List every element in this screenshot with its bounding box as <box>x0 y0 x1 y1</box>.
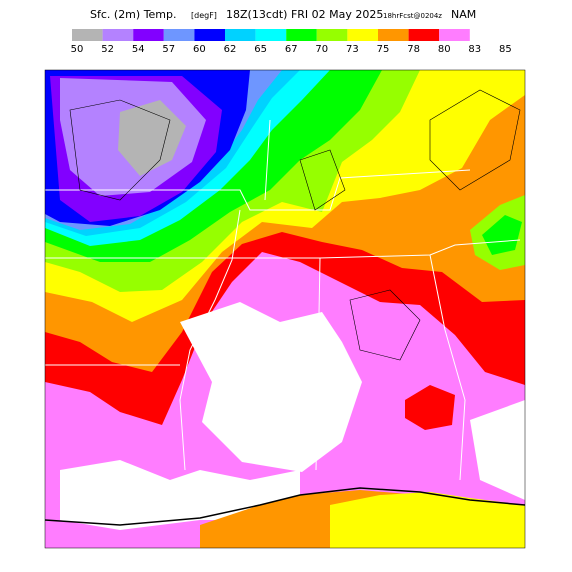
temperature-map <box>45 70 525 548</box>
colorbar-label: 83 <box>468 44 481 55</box>
title: Sfc. (2m) Temp. [degF] 18Z(13cdt) FRI 02… <box>90 8 476 21</box>
temp-region <box>405 385 455 430</box>
colorbar-swatch <box>316 29 348 41</box>
colorbar-swatch <box>225 29 256 41</box>
colorbar-label: 85 <box>499 44 512 55</box>
title-units: [degF] <box>191 11 217 20</box>
contours <box>69 89 521 361</box>
colorbar-label: 78 <box>407 44 420 55</box>
temp-region <box>330 492 525 548</box>
warm-region <box>470 400 525 500</box>
state-borders <box>45 119 521 481</box>
map-frame <box>44 69 526 549</box>
colorbar-swatch <box>163 29 195 41</box>
title-main: Sfc. (2m) Temp. <box>90 8 177 21</box>
title-time: 18Z(13cdt) FRI 02 May 2025 <box>226 8 383 21</box>
colorbar-swatch <box>378 29 409 41</box>
colorbar-label: 62 <box>224 44 237 55</box>
colorbar-swatch <box>439 29 470 41</box>
colorbar-swatch <box>72 29 103 41</box>
colorbar-swatch <box>347 29 378 41</box>
title-model: NAM <box>451 8 476 21</box>
colorbar-label: 75 <box>377 44 390 55</box>
colorbar-label: 70 <box>315 44 328 55</box>
colorbar-label: 57 <box>162 44 175 55</box>
colorbar-label: 73 <box>346 44 359 55</box>
colorbar-swatch <box>286 29 317 41</box>
colorbar-label: 80 <box>438 44 451 55</box>
title-forecast: 18hrFcst@0204z <box>383 12 442 20</box>
colorbar-label: 54 <box>132 44 145 55</box>
colorbar-label: 52 <box>101 44 114 55</box>
colorbar-swatch <box>408 29 440 41</box>
colorbar: 50 52 54 57 60 62 65 67 70 73 75 78 80 83 85 <box>71 29 512 55</box>
temp-region <box>482 215 522 255</box>
coastline <box>45 487 525 526</box>
colorbar-swatch <box>102 29 134 41</box>
colorbar-label: 50 <box>71 44 84 55</box>
colorbar-swatch <box>133 29 164 41</box>
temp-region <box>118 100 186 176</box>
colorbar-label: 67 <box>285 44 298 55</box>
colorbar-label: 60 <box>193 44 206 55</box>
colorbar-label: 65 <box>254 44 267 55</box>
colorbar-swatch <box>194 29 225 41</box>
colorbar-swatch <box>255 29 287 41</box>
